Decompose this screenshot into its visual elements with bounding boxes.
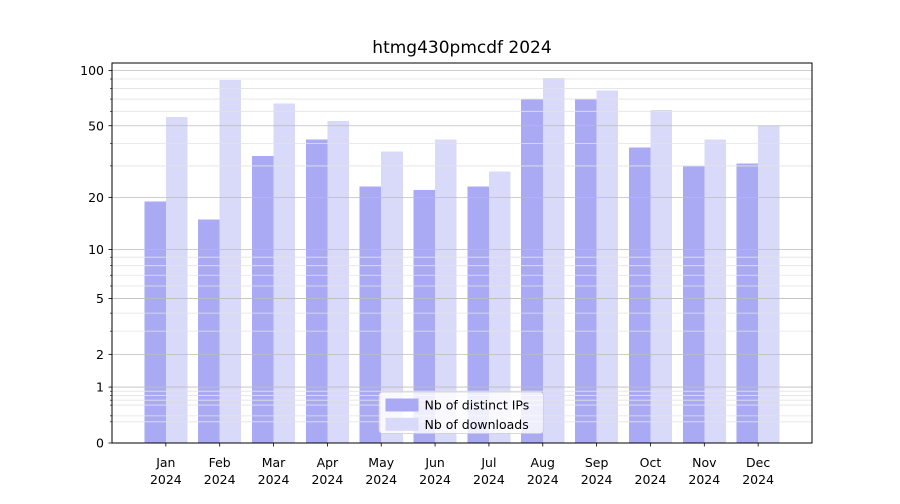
bar-distinct-ips-mar — [252, 156, 274, 443]
x-tick-label-year-aug: 2024 — [527, 472, 559, 487]
y-tick-label-1: 1 — [96, 380, 104, 395]
x-tick-label-month-sep: Sep — [585, 455, 609, 470]
x-tick-label-month-jun: Jun — [424, 455, 445, 470]
bars-layer — [144, 78, 780, 444]
bar-downloads-mar — [273, 103, 296, 443]
bar-downloads-feb — [219, 79, 242, 444]
x-tick-label-year-jun: 2024 — [419, 472, 451, 487]
bar-distinct-ips-may — [359, 186, 382, 443]
legend-box — [378, 391, 544, 434]
legend-swatch-distinct-ips — [385, 398, 419, 412]
x-tick-label-month-oct: Oct — [640, 455, 662, 470]
x-tick-label-year-may: 2024 — [365, 472, 397, 487]
bar-downloads-jan — [165, 116, 188, 443]
y-tick-label-2: 2 — [96, 347, 104, 362]
x-tick-label-year-nov: 2024 — [688, 472, 720, 487]
y-tick-label-20: 20 — [88, 190, 104, 205]
bar-downloads-apr — [327, 121, 349, 443]
x-tick-label-month-dec: Dec — [746, 455, 770, 470]
x-tick-label-year-mar: 2024 — [258, 472, 290, 487]
grid-major-layer — [112, 70, 812, 388]
bar-downloads-jun — [435, 139, 457, 443]
bar-downloads-may — [381, 151, 403, 443]
bar-distinct-ips-oct — [628, 147, 651, 443]
x-tick-label-year-oct: 2024 — [635, 472, 667, 487]
bar-downloads-sep — [596, 90, 619, 443]
x-tick-label-year-jul: 2024 — [473, 472, 505, 487]
x-tick-label-year-sep: 2024 — [581, 472, 613, 487]
x-tick-label-year-jan: 2024 — [150, 472, 182, 487]
bar-distinct-ips-jan — [144, 201, 166, 443]
plot-border — [111, 62, 813, 444]
bar-distinct-ips-nov — [682, 165, 705, 444]
bar-distinct-ips-dec — [736, 163, 759, 444]
chart-title: htmg430pmcdf 2024 — [372, 38, 551, 58]
bar-downloads-oct — [650, 109, 672, 444]
y-tick-label-0: 0 — [96, 436, 104, 451]
bar-distinct-ips-sep — [575, 99, 597, 443]
legend: Nb of distinct IPs Nb of downloads — [378, 391, 544, 434]
y-tick-label-100: 100 — [80, 63, 104, 78]
axes-labels-layer: 0 1 2 5 10 20 50 100 Jan 2024 Feb 2024 Mar 2024 Apr 202… — [80, 63, 774, 487]
bar-distinct-ips-apr — [305, 139, 328, 443]
bar-distinct-ips-jul — [467, 186, 489, 443]
bar-downloads-jul — [488, 171, 511, 444]
bar-downloads-nov — [704, 139, 726, 443]
x-tick-label-month-feb: Feb — [209, 455, 231, 470]
x-tick-label-year-dec: 2024 — [742, 472, 774, 487]
bar-downloads-aug — [542, 78, 565, 444]
legend-swatch-downloads — [385, 417, 419, 431]
legend-label-downloads: Nb of downloads — [425, 417, 529, 432]
x-tick-label-year-apr: 2024 — [311, 472, 343, 487]
x-tick-label-month-mar: Mar — [262, 455, 286, 470]
legend-label-distinct-ips: Nb of distinct IPs — [425, 398, 530, 413]
bar-distinct-ips-aug — [521, 99, 543, 443]
axes-ticks-layer — [108, 70, 759, 447]
x-tick-label-month-jan: Jan — [155, 455, 175, 470]
y-tick-label-10: 10 — [88, 242, 104, 257]
x-tick-label-month-jul: Jul — [480, 455, 496, 470]
x-tick-label-month-aug: Aug — [531, 455, 555, 470]
bar-distinct-ips-jun — [413, 190, 436, 443]
y-tick-label-50: 50 — [88, 118, 104, 133]
x-tick-label-month-may: May — [368, 455, 394, 470]
bar-downloads-dec — [758, 125, 780, 443]
x-tick-label-year-feb: 2024 — [204, 472, 236, 487]
x-tick-label-month-nov: Nov — [692, 455, 717, 470]
x-tick-label-month-apr: Apr — [317, 455, 339, 470]
y-tick-label-5: 5 — [96, 291, 104, 306]
